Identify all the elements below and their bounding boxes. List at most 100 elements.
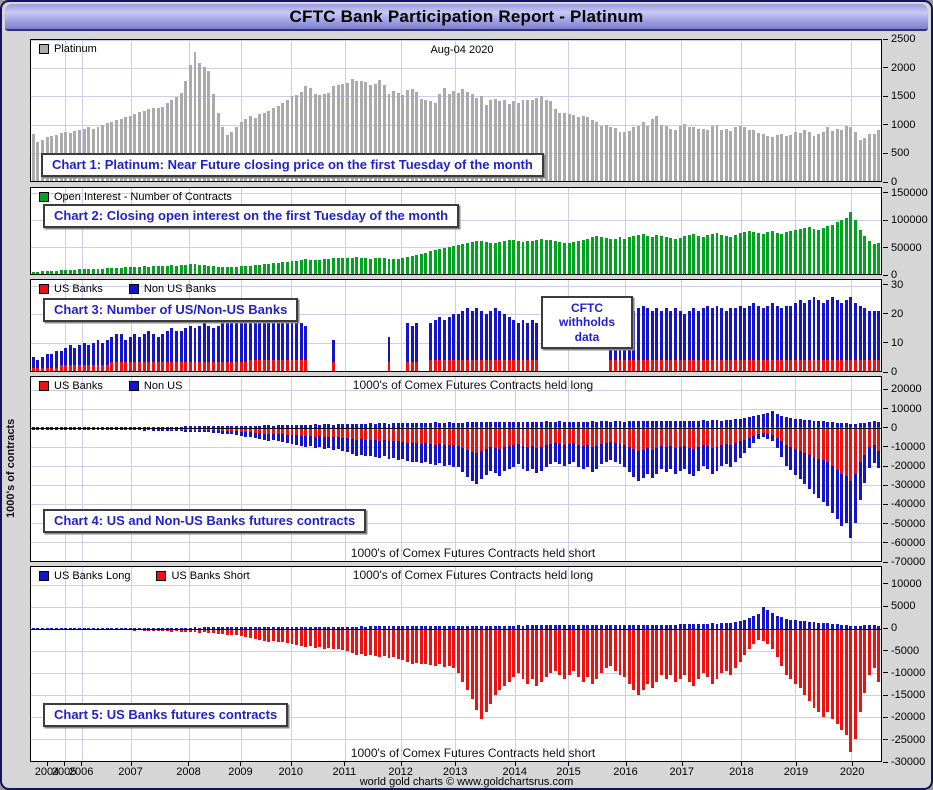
bar-us-banks [710, 359, 714, 371]
bar-non-us-long [258, 425, 262, 428]
bar-us-banks-long [720, 622, 724, 629]
bar-us-banks-short [553, 628, 557, 671]
bar-open-interest [803, 227, 807, 274]
bar-platinum-price [258, 114, 262, 181]
bar-open-interest [128, 267, 132, 274]
bar-us-banks-short [521, 428, 525, 447]
bar-non-us-long [650, 421, 654, 428]
bar-us-banks [285, 359, 289, 371]
bar-us-banks-long [600, 624, 603, 629]
bar-non-us-banks [535, 322, 539, 360]
bar-us-banks-long [493, 427, 497, 429]
bar-open-interest [539, 238, 543, 274]
bar-us-banks-long [613, 427, 617, 429]
bar-us-banks-short [438, 428, 442, 444]
bar-us-banks-short [692, 628, 696, 687]
bar-non-us-long [392, 423, 396, 428]
bar-us-banks [489, 359, 493, 371]
bar-us-banks-short [299, 428, 303, 436]
bar-non-us-short [752, 435, 756, 444]
bar-platinum-price [175, 96, 178, 181]
bar-us-banks-long [272, 427, 275, 429]
bar-us-banks-long [498, 427, 502, 429]
us-banks-short-legend-swatch-icon [156, 571, 167, 581]
bar-us-banks-short [581, 628, 585, 682]
bar-us-banks-short [650, 628, 654, 689]
bar-non-us-long [369, 423, 372, 428]
bar-open-interest [345, 258, 349, 274]
gridline-vertical [240, 188, 242, 274]
bar-us-banks-long [669, 427, 673, 429]
bar-us-banks-long [526, 625, 530, 629]
bar-us-banks [526, 359, 530, 371]
x-axis-year-label: 2016 [613, 766, 638, 778]
bar-platinum-price [650, 118, 654, 181]
y-axis-tick [883, 219, 888, 221]
bar-us-banks-short [618, 428, 622, 445]
bar-platinum-price [863, 137, 867, 181]
bar-us-banks-short [396, 428, 400, 442]
bar-us-banks-short [604, 428, 608, 444]
y-axis-tick [883, 408, 888, 410]
bar-us-banks [831, 359, 834, 371]
bar-platinum-price [720, 129, 724, 181]
bar-non-us-long [590, 421, 594, 428]
us-banks-legend-swatch-icon [39, 284, 49, 294]
bar-us-banks-short [794, 428, 797, 450]
bar-us-banks-short [567, 628, 571, 675]
bar-non-us-short [142, 429, 146, 431]
y-axis-tick [883, 181, 888, 183]
gridline-vertical [681, 377, 683, 561]
bar-us-banks-long [221, 427, 225, 429]
bar-open-interest [248, 265, 252, 274]
bar-us-banks-long [179, 627, 183, 629]
bar-open-interest [664, 237, 668, 274]
bar-open-interest [835, 222, 839, 274]
bar-us-banks-long [392, 626, 396, 629]
bar-platinum-price [295, 94, 299, 181]
bar-us-banks-long [369, 427, 372, 429]
x-axis-year-label: 2009 [228, 766, 253, 778]
bar-non-us-short [507, 446, 511, 469]
bar-us-banks [807, 359, 811, 371]
bar-us-banks-long [770, 427, 774, 429]
bar-non-us-long [161, 426, 165, 428]
bar-non-us-short [318, 436, 322, 447]
bar-us-banks-short [627, 628, 631, 684]
cftc-withholds-data-note: CFTC withholds data [541, 296, 633, 350]
held-short-label: 1000's of Comex Futures Contracts held s… [350, 746, 596, 760]
y-axis-tick-label: 5000 [891, 600, 916, 613]
bar-us-banks-long [221, 627, 225, 629]
bar-platinum-price [387, 93, 391, 181]
bar-us-banks-long [807, 621, 811, 629]
bar-non-us-short [484, 449, 488, 475]
bar-us-banks-long [507, 625, 511, 629]
bar-open-interest [632, 236, 636, 274]
gridline-vertical [131, 40, 133, 181]
bar-us-banks-short [854, 428, 858, 474]
bar-us-banks-short [359, 428, 363, 440]
bar-us-banks-long [239, 627, 243, 629]
bar-non-us-banks [142, 334, 146, 363]
bar-non-us-long [863, 422, 867, 428]
bar-non-us-long [563, 421, 567, 428]
bar-us-banks-short [253, 628, 257, 639]
bar-platinum-price [530, 99, 534, 181]
bar-us-banks-short [512, 628, 516, 678]
gridline-vertical [291, 567, 293, 761]
gridline-vertical [240, 567, 242, 761]
bar-us-banks [479, 359, 483, 371]
y-axis-tick-label: -50000 [891, 517, 926, 530]
bar-us-banks-short [849, 628, 853, 753]
bar-non-us-short [831, 466, 834, 513]
legend-item-platinum: Platinum [39, 43, 97, 55]
bar-open-interest [105, 268, 109, 274]
bar-non-us-banks [780, 308, 784, 360]
bar-platinum-price [687, 127, 691, 181]
bar-us-banks-long [867, 427, 871, 429]
bar-us-banks [295, 359, 299, 371]
y-axis-tick-label: -10000 [891, 666, 926, 679]
bar-non-us-banks [295, 319, 299, 360]
bar-non-us-short [211, 430, 215, 433]
bar-open-interest [789, 231, 793, 274]
